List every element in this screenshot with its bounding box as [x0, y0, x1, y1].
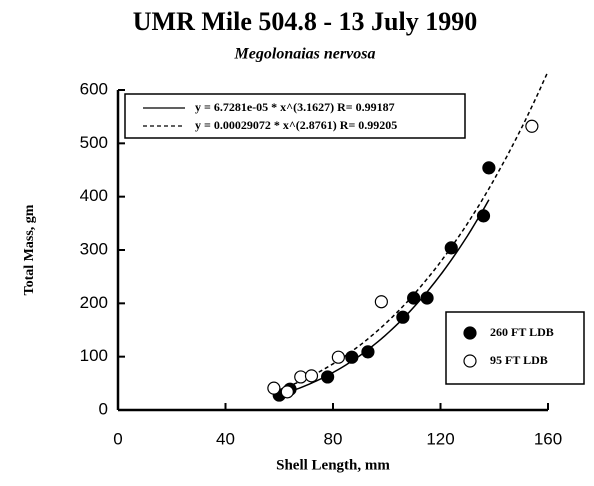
fit-legend-box: [124, 93, 466, 139]
data-point: [396, 310, 410, 324]
fit-legend-label: y = 6.7281e-05 * x^(3.1627) R= 0.99187: [195, 100, 395, 114]
y-axis-label: Total Mass, gm: [22, 204, 37, 295]
x-tick-label: 80: [324, 429, 343, 448]
data-point: [345, 350, 359, 364]
fit-legend-label: y = 0.00029072 * x^(2.8761) R= 0.99205: [195, 118, 397, 132]
y-tick-label: 0: [99, 399, 108, 418]
x-tick-label: 160: [534, 429, 562, 448]
data-point: [267, 381, 281, 395]
x-tick-label: 0: [113, 429, 122, 448]
data-point: [482, 161, 496, 175]
data-point: [331, 350, 345, 364]
data-point: [321, 370, 335, 384]
fit-curve: [273, 199, 490, 398]
y-tick-label: 600: [80, 79, 108, 98]
data-point: [361, 345, 375, 359]
data-point: [280, 385, 294, 399]
legend-label: 95 FT LDB: [490, 353, 548, 367]
x-axis-label: Shell Length, mm: [276, 457, 390, 473]
data-point: [444, 241, 458, 255]
legend-label: 260 FT LDB: [490, 325, 554, 339]
legend-marker: [463, 354, 477, 368]
y-tick-label: 500: [80, 133, 108, 152]
data-point: [420, 291, 434, 305]
legend-marker: [463, 326, 477, 340]
y-tick-label: 200: [80, 293, 108, 312]
x-tick-label: 40: [216, 429, 235, 448]
data-point: [304, 369, 319, 383]
data-point: [374, 295, 388, 309]
y-tick-label: 400: [80, 186, 108, 205]
data-point: [476, 209, 491, 223]
y-tick-label: 300: [80, 239, 108, 258]
data-point: [525, 119, 539, 133]
chart-subtitle: Megolonaias nervosa: [234, 46, 376, 63]
x-tick-label: 120: [426, 429, 454, 448]
chart-title: UMR Mile 504.8 - 13 July 1990: [133, 7, 477, 36]
legend-box: [445, 311, 585, 385]
data-point: [407, 291, 421, 305]
y-tick-label: 100: [80, 346, 108, 365]
data-point: [294, 370, 308, 384]
